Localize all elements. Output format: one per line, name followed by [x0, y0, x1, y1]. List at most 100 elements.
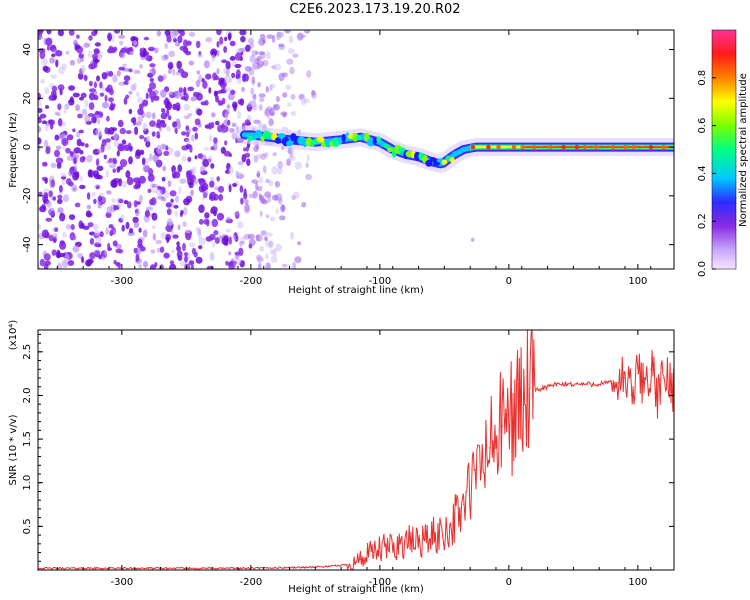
noise-speckle: [201, 78, 205, 83]
noise-speckle: [216, 30, 222, 36]
noise-speckle: [54, 149, 60, 158]
noise-speckle: [55, 50, 63, 57]
noise-speckle: [235, 69, 241, 78]
noise-speckle: [239, 30, 247, 36]
noise-speckle: [179, 211, 183, 218]
noise-speckle: [66, 134, 74, 141]
noise-speckle: [132, 40, 138, 46]
noise-speckle: [204, 212, 210, 219]
snr-data-point: [424, 538, 426, 541]
noise-speckle: [311, 89, 315, 96]
noise-speckle: [255, 182, 259, 191]
noise-speckle: [84, 114, 91, 124]
noise-speckle: [209, 180, 215, 188]
noise-speckle: [87, 113, 95, 118]
noise-speckle: [93, 59, 100, 63]
noise-speckle: [116, 150, 120, 157]
noise-speckle: [203, 218, 210, 225]
noise-speckle: [292, 53, 299, 58]
noise-speckle: [212, 241, 216, 248]
noise-speckle: [73, 39, 78, 47]
noise-speckle: [167, 180, 172, 188]
noise-speckle: [166, 126, 171, 133]
noise-speckle: [198, 178, 206, 186]
snr-y-tick-label: 1.0: [22, 475, 33, 491]
noise-speckle: [238, 247, 244, 256]
noise-speckle: [139, 134, 145, 140]
noise-speckle: [239, 185, 244, 193]
noise-speckle: [276, 167, 283, 175]
noise-speckle: [248, 238, 256, 246]
noise-speckle: [108, 126, 115, 135]
noise-speckle: [253, 154, 259, 163]
noise-speckle: [137, 97, 144, 104]
noise-speckle: [48, 190, 53, 198]
noise-speckle: [51, 249, 57, 256]
noise-speckle: [250, 87, 254, 95]
noise-speckle: [182, 221, 187, 227]
noise-speckle: [259, 210, 263, 217]
noise-speckle: [202, 80, 208, 89]
noise-speckle: [225, 60, 231, 70]
noise-speckle: [123, 80, 129, 85]
noise-speckle: [191, 134, 195, 142]
noise-speckle: [94, 42, 101, 47]
noise-speckle: [65, 224, 72, 230]
noise-speckle: [237, 161, 244, 166]
noise-speckle: [95, 236, 102, 245]
noise-speckle: [303, 30, 311, 34]
noise-speckle: [174, 210, 178, 218]
noise-speckle: [108, 70, 114, 77]
noise-speckle: [167, 61, 174, 70]
noise-speckle: [54, 134, 60, 141]
noise-speckle: [137, 107, 144, 116]
noise-speckle: [101, 197, 106, 203]
noise-speckle: [44, 178, 48, 184]
noise-speckle: [242, 73, 246, 83]
noise-speckle: [113, 30, 121, 34]
noise-speckle: [85, 261, 92, 267]
noise-speckle: [96, 185, 100, 190]
noise-speckle: [116, 166, 121, 173]
noise-speckle: [241, 154, 247, 163]
noise-speckle: [45, 37, 53, 47]
noise-speckle: [185, 232, 192, 241]
noise-speckle: [118, 35, 126, 39]
noise-speckle: [74, 164, 78, 173]
noise-speckle: [144, 157, 150, 164]
noise-speckle: [137, 116, 143, 123]
noise-speckle: [116, 202, 122, 208]
noise-speckle: [247, 102, 252, 108]
ridge-hotspot: [623, 144, 628, 150]
noise-speckle: [173, 204, 179, 209]
noise-speckle: [118, 198, 124, 204]
noise-speckle: [156, 133, 161, 139]
noise-speckle: [154, 262, 158, 268]
ridge-blob: [325, 139, 332, 148]
noise-speckle: [206, 124, 212, 129]
noise-speckle: [235, 171, 242, 176]
noise-speckle: [219, 36, 224, 45]
noise-speckle: [46, 45, 51, 51]
noise-speckle: [240, 197, 244, 205]
noise-speckle: [260, 153, 267, 160]
noise-speckle: [130, 117, 136, 123]
noise-speckle: [73, 157, 77, 165]
noise-speckle: [211, 54, 216, 62]
snr-y-tick-label: 1.5: [22, 431, 33, 447]
noise-speckle: [142, 122, 148, 132]
spectrogram-y-tick-label: -20: [22, 188, 33, 204]
noise-speckle: [172, 234, 179, 239]
noise-speckle: [216, 41, 220, 48]
noise-speckle: [135, 149, 142, 157]
snr-data-point: [301, 566, 304, 569]
snr-x-tick-label: -300: [111, 577, 134, 588]
noise-speckle: [157, 185, 162, 191]
noise-speckle: [74, 202, 81, 208]
noise-speckle: [290, 110, 296, 117]
noise-speckle: [79, 156, 86, 163]
snr-data-point: [630, 394, 633, 397]
noise-speckle: [221, 237, 229, 246]
noise-speckle: [118, 178, 123, 187]
noise-speckle: [276, 95, 280, 103]
